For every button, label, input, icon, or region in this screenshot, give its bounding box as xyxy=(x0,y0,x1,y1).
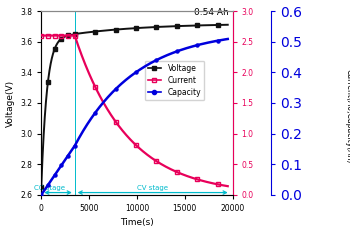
Text: CC stage: CC stage xyxy=(34,185,65,191)
Y-axis label: Voltage(V): Voltage(V) xyxy=(6,79,15,127)
Text: CV stage: CV stage xyxy=(137,185,168,191)
X-axis label: Time(s): Time(s) xyxy=(120,219,154,227)
Legend: Voltage, Current, Capacity: Voltage, Current, Capacity xyxy=(145,61,204,100)
Text: Current(A0;Capacity(Ah): Current(A0;Capacity(Ah) xyxy=(345,69,350,164)
Text: 0.54 Ah: 0.54 Ah xyxy=(194,8,229,17)
